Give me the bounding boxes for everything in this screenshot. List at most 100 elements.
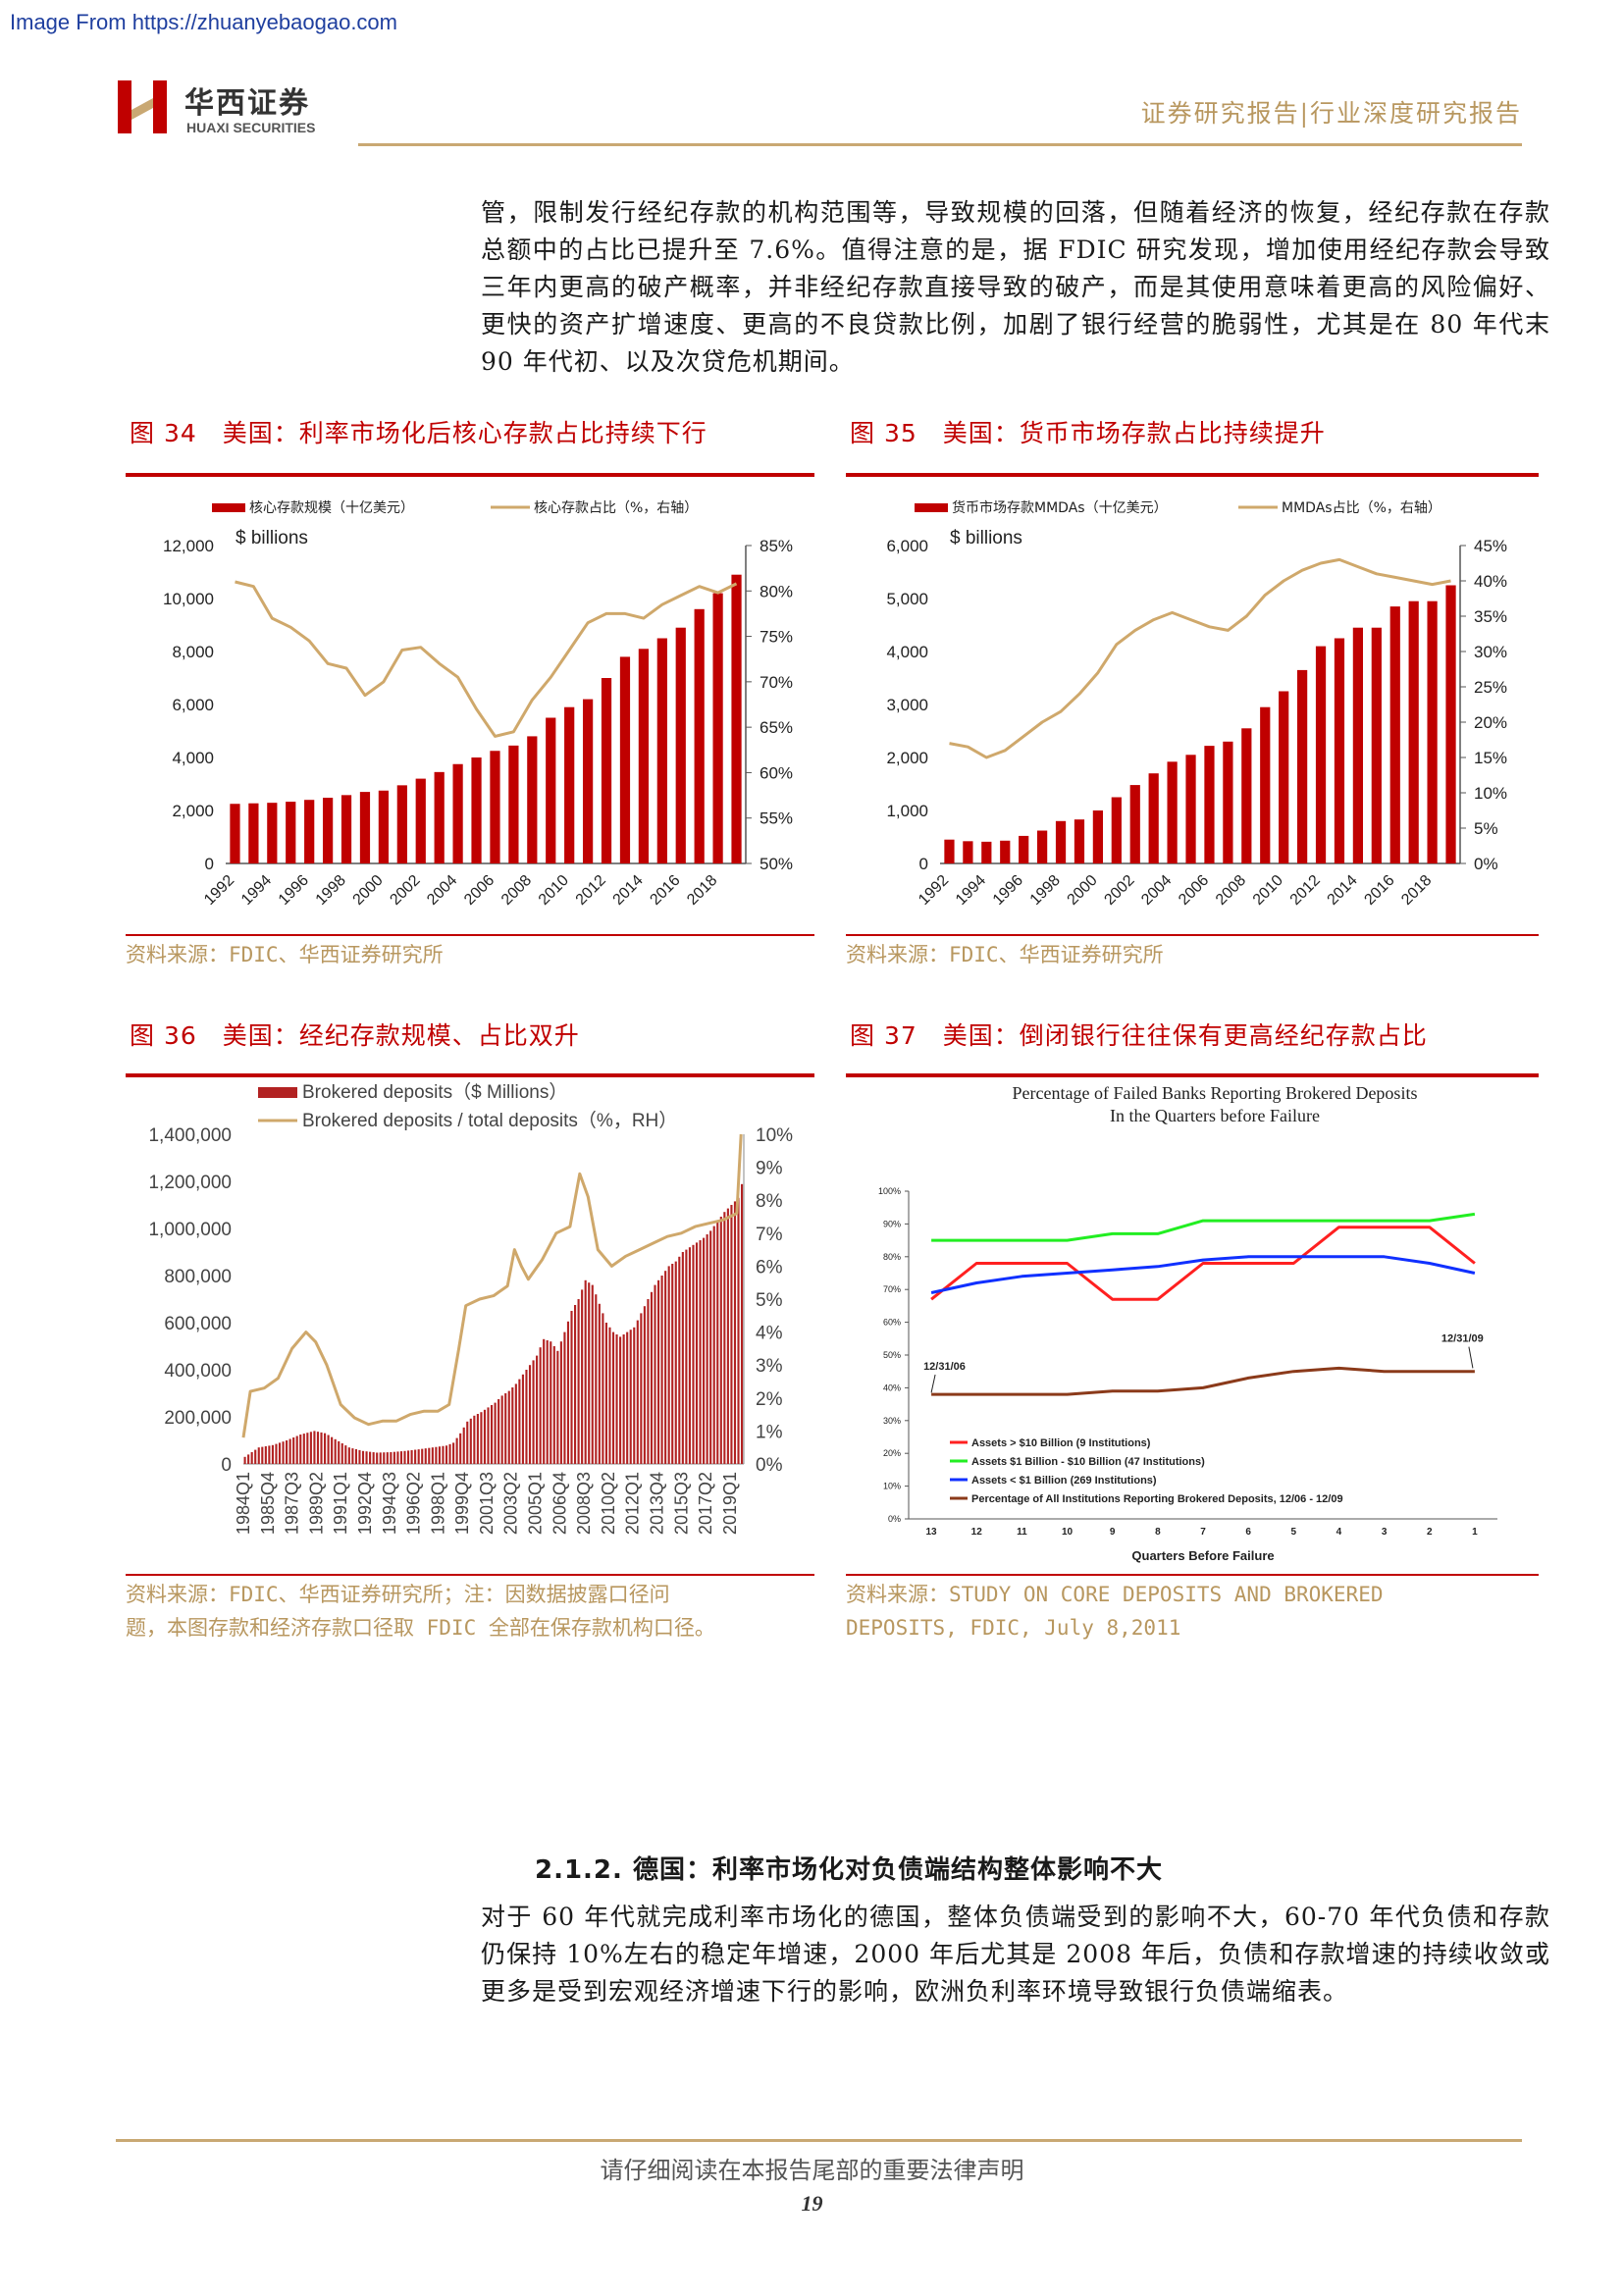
bar xyxy=(369,1451,372,1464)
bar xyxy=(604,1323,607,1464)
bar xyxy=(230,804,240,863)
x-tick-label: 2000 xyxy=(1065,872,1101,909)
x-tick-label: 1984Q1 xyxy=(234,1472,253,1535)
x-tick-label: 1992 xyxy=(201,872,237,909)
fig37-chart: Percentage of Failed Banks Reporting Bro… xyxy=(846,1079,1539,1572)
bar xyxy=(546,717,556,863)
x-tick-label: 1996 xyxy=(990,872,1026,909)
bar xyxy=(498,1399,500,1464)
x-tick-label: 1996Q2 xyxy=(404,1472,424,1535)
bar xyxy=(351,1448,354,1464)
fig36-source-line: 题，本图存款和经济存款口径取 FDIC 全部在保存款机构口径。 xyxy=(126,1616,715,1640)
x-tick-label: 11 xyxy=(1017,1527,1027,1538)
bar xyxy=(1111,797,1122,863)
bar xyxy=(532,1360,535,1464)
bar xyxy=(647,1299,650,1464)
x-tick-label: 4 xyxy=(1336,1527,1342,1538)
bar xyxy=(733,1201,737,1464)
logo-text-cn: 华西证券 xyxy=(184,86,310,121)
bar xyxy=(504,1393,507,1464)
bar xyxy=(726,1208,729,1464)
y-tick-label: 30% xyxy=(883,1416,901,1426)
bar xyxy=(316,1432,320,1464)
bar xyxy=(442,1445,445,1464)
bar xyxy=(483,1409,487,1464)
bar xyxy=(712,1226,715,1464)
x-tick-label: 3 xyxy=(1382,1527,1388,1538)
source-url[interactable]: Image From https://zhuanyebaogao.com xyxy=(10,10,397,34)
bar xyxy=(1427,600,1438,863)
bar xyxy=(674,1261,677,1464)
y-right-tick-label: 60% xyxy=(760,763,793,782)
bar xyxy=(490,1405,494,1464)
y-tick-label: 100% xyxy=(878,1186,901,1196)
bar xyxy=(656,638,667,863)
unit-label: $ billions xyxy=(950,528,1022,548)
bar xyxy=(671,1264,674,1464)
x-tick-label: 2005Q1 xyxy=(526,1472,546,1535)
y-right-tick-label: 85% xyxy=(760,537,793,555)
x-tick-label: 2004 xyxy=(1138,872,1175,909)
series-line xyxy=(931,1212,1476,1242)
bar xyxy=(723,1212,726,1464)
x-tick-label: 2014 xyxy=(1325,872,1361,909)
x-tick-label: 1992 xyxy=(916,872,952,909)
bar xyxy=(396,1451,399,1464)
bar xyxy=(452,763,463,863)
y-tick-label: 40% xyxy=(883,1383,901,1392)
y-right-tick-label: 45% xyxy=(1474,537,1507,555)
bar xyxy=(602,1313,604,1464)
bar xyxy=(428,1447,431,1464)
bar xyxy=(633,1327,636,1464)
x-tick-label: 8 xyxy=(1155,1527,1161,1538)
bar xyxy=(390,1452,393,1464)
bar xyxy=(466,1421,469,1464)
y-left-tick-label: 0 xyxy=(205,855,214,873)
bar xyxy=(1055,820,1067,863)
bar xyxy=(455,1437,458,1464)
bar xyxy=(591,1284,594,1464)
bar xyxy=(365,1451,368,1464)
bar xyxy=(1185,755,1196,863)
x-tick-label: 1998 xyxy=(1027,872,1064,909)
bar xyxy=(435,1446,438,1464)
y-left-tick-label: 1,000,000 xyxy=(148,1220,232,1240)
x-tick-label: 1999Q4 xyxy=(452,1472,472,1535)
fig37-title: 图 37 美国：倒闭银行往往保有更高经纪存款占比 xyxy=(850,1021,1428,1050)
x-tick-label: 2003Q2 xyxy=(501,1472,521,1535)
x-tick-label: 2018 xyxy=(684,872,720,909)
bar xyxy=(338,1440,341,1464)
series-line xyxy=(930,1226,1476,1301)
bar xyxy=(480,1412,483,1464)
y-left-tick-label: 800,000 xyxy=(164,1267,232,1287)
bar xyxy=(1352,627,1364,863)
bar xyxy=(582,699,594,863)
bar xyxy=(487,1407,490,1464)
bar xyxy=(378,790,390,863)
bar xyxy=(306,1433,309,1464)
x-tick-label: 2015Q3 xyxy=(671,1472,691,1535)
fig36-top-rule xyxy=(126,1073,814,1077)
bar xyxy=(564,706,575,863)
y-right-tick-label: 4% xyxy=(756,1324,783,1344)
x-tick-label: 2012 xyxy=(1287,872,1324,909)
x-tick-label: 5 xyxy=(1291,1527,1297,1538)
bar xyxy=(341,1443,343,1464)
bar xyxy=(452,1442,455,1464)
bar xyxy=(695,1242,699,1464)
legend-bar-swatch xyxy=(212,503,245,512)
x-tick-label: 2004 xyxy=(424,872,460,909)
y-right-tick-label: 7% xyxy=(756,1225,783,1245)
fig37-source-line: DEPOSITS, FDIC, July 8,2011 xyxy=(846,1616,1181,1640)
fig34-top-rule xyxy=(126,473,814,477)
bar xyxy=(559,1341,562,1464)
bar xyxy=(1315,646,1327,863)
legend-bar-swatch xyxy=(915,503,948,512)
x-tick-label: 2010 xyxy=(536,872,572,909)
series-line xyxy=(235,580,738,738)
section-paragraph: 对于 60 年代就完成利率市场化的德国，整体负债端受到的影响不大，60-70 年… xyxy=(481,1903,1550,2006)
x-tick-label: 2018 xyxy=(1398,872,1435,909)
y-right-tick-label: 6% xyxy=(756,1257,783,1278)
x-tick-label: 2001Q3 xyxy=(477,1472,497,1535)
bar xyxy=(1223,741,1233,863)
